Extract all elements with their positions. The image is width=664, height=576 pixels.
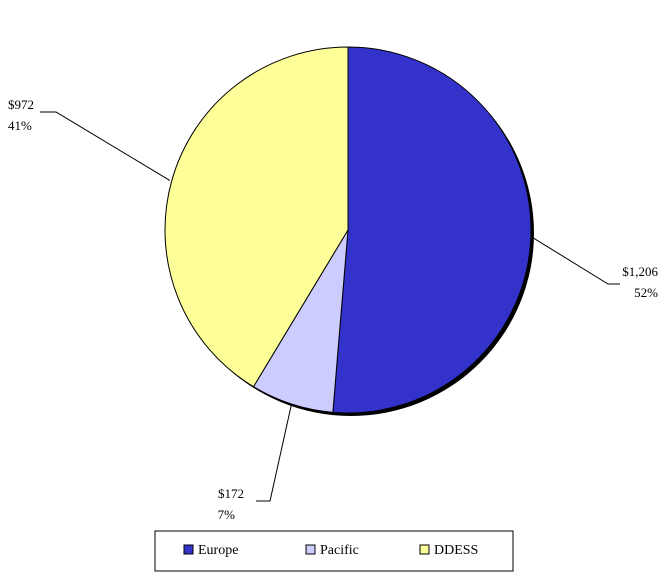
europe-value-label: $1,206 [622,264,658,279]
ddess-value-label: $972 [8,97,34,112]
data-label-pacific: $172 7% [218,486,244,522]
leader-lines-layer [40,111,620,502]
europe-percent-label: 52% [634,285,658,300]
leader-line-europe [532,237,620,285]
legend-box [154,530,514,572]
leader-line-pacific [256,405,292,502]
pacific-percent-label: 7% [218,507,236,522]
data-label-ddess: $972 41% [8,97,34,133]
pie-slice-europe [332,46,532,414]
legend: Europe Pacific DDESS [154,530,514,572]
legend-label-pacific: Pacific [320,543,359,558]
pie-slices-layer [164,46,532,414]
legend-label-ddess: DDESS [434,543,478,558]
leader-line-ddess [40,111,171,181]
ddess-percent-label: 41% [8,118,32,133]
pacific-value-label: $172 [218,486,244,501]
data-label-europe: $1,206 52% [622,264,658,300]
pie-slice-ddess [164,46,349,388]
legend-swatch-pacific [305,544,316,555]
legend-swatch-ddess [419,544,430,555]
legend-swatch-europe [183,544,194,555]
legend-label-europe: Europe [198,543,238,558]
